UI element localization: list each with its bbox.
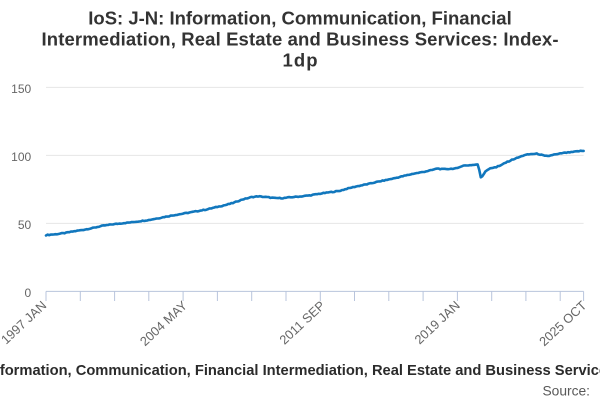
svg-text:2011 SEP: 2011 SEP xyxy=(276,298,328,348)
svg-text:50: 50 xyxy=(18,218,32,232)
svg-text:Intermediation, Real Estate an: Intermediation, Real Estate and Business… xyxy=(42,29,559,50)
svg-text:2004 MAY: 2004 MAY xyxy=(137,297,191,348)
svg-text:1dp: 1dp xyxy=(283,50,318,71)
svg-text:150: 150 xyxy=(11,82,31,96)
svg-text:IoS: J-N: Information, Communi: IoS: J-N: Information, Communication, Fi… xyxy=(0,363,600,379)
svg-text:2025 OCT: 2025 OCT xyxy=(536,298,590,349)
svg-text:2019 JAN: 2019 JAN xyxy=(411,298,462,347)
svg-text:IoS: J-N: Information, Communi: IoS: J-N: Information, Communication, Fi… xyxy=(88,8,511,29)
svg-text:1997 JAN: 1997 JAN xyxy=(0,298,49,347)
svg-text:Source:: Source: xyxy=(542,384,590,399)
svg-text:100: 100 xyxy=(11,150,31,164)
svg-text:0: 0 xyxy=(25,286,32,300)
